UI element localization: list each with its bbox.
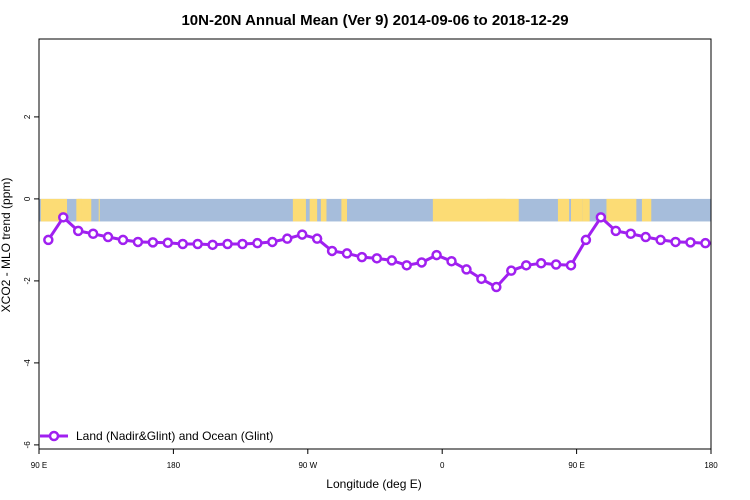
data-point [222, 238, 233, 250]
data-point [177, 238, 188, 250]
map-background-band [39, 198, 711, 222]
data-point [252, 237, 263, 249]
data-point [192, 238, 203, 250]
data-point [535, 258, 547, 269]
land-mass [571, 198, 583, 222]
land-mass [320, 198, 327, 222]
data-point [296, 229, 308, 240]
land-mass [432, 198, 519, 222]
data-point [655, 234, 666, 246]
y-tick-label: 2 [23, 114, 32, 119]
land-mass [606, 198, 637, 222]
data-point [595, 212, 607, 223]
data-point [341, 248, 353, 259]
data-point [132, 236, 144, 248]
data-point [580, 234, 592, 246]
y-tick-label: 0 [23, 196, 32, 201]
data-point [431, 249, 442, 261]
data-point [401, 260, 412, 271]
data-point [446, 255, 457, 267]
data-point [386, 255, 398, 266]
land-mass [78, 198, 82, 222]
x-tick-label: 180 [704, 461, 718, 470]
series-layer [43, 212, 711, 293]
data-point [610, 225, 622, 237]
data-point [700, 237, 711, 249]
data-point [685, 237, 696, 248]
data-point [43, 234, 54, 246]
land-mass [309, 198, 318, 222]
y-axis: -6 -4 -2 0 2 [23, 114, 39, 448]
x-tick-label: 180 [167, 461, 181, 470]
y-tick-label: -4 [23, 359, 32, 367]
series-line [47, 215, 706, 289]
data-point [625, 228, 636, 239]
x-tick-label: 0 [440, 461, 445, 470]
data-point [670, 236, 681, 248]
data-point [72, 225, 84, 237]
x-tick-label: 90 E [31, 461, 47, 470]
land-mass [341, 198, 347, 222]
data-point [506, 265, 517, 276]
y-tick-label: -6 [23, 441, 32, 449]
land-mass [641, 198, 652, 222]
chart-title: 10N-20N Annual Mean (Ver 9) 2014-09-06 t… [181, 12, 568, 29]
data-point [491, 281, 502, 293]
land-mass [98, 198, 100, 222]
x-axis-label: Longitude (deg E) [326, 477, 421, 491]
data-point [147, 237, 159, 248]
x-axis: 90 E 180 90 W 0 90 E 180 [31, 449, 718, 470]
land-mass [582, 198, 590, 222]
data-point [207, 239, 218, 251]
data-point [282, 233, 293, 244]
data-point [416, 257, 427, 268]
data-point [237, 238, 248, 250]
y-axis-label: XCO2 - MLO trend (ppm) [0, 178, 13, 313]
legend-marker-swatch [48, 430, 60, 442]
data-point [326, 245, 338, 257]
data-point [267, 236, 278, 248]
data-point [356, 251, 368, 263]
data-point [476, 273, 487, 285]
data-point [87, 228, 99, 239]
legend: Land (Nadir&Glint) and Ocean (Glint) [40, 429, 273, 443]
data-point [550, 259, 562, 270]
data-point [520, 260, 532, 271]
data-point [162, 237, 174, 249]
data-point [565, 260, 577, 271]
data-point [640, 231, 651, 243]
data-point [58, 212, 69, 223]
data-point [371, 253, 383, 264]
data-point [102, 231, 114, 243]
land-mass [557, 198, 570, 222]
data-point [117, 234, 129, 246]
legend-label: Land (Nadir&Glint) and Ocean (Glint) [76, 429, 273, 443]
land-mass [292, 198, 306, 222]
x-tick-label: 90 W [298, 461, 317, 470]
x-tick-label: 90 E [568, 461, 584, 470]
land-mass [487, 198, 506, 222]
plot-frame [38, 38, 712, 450]
data-point [461, 264, 472, 275]
ocean-band [39, 198, 711, 222]
data-point [311, 233, 323, 244]
y-tick-label: -2 [23, 277, 32, 285]
